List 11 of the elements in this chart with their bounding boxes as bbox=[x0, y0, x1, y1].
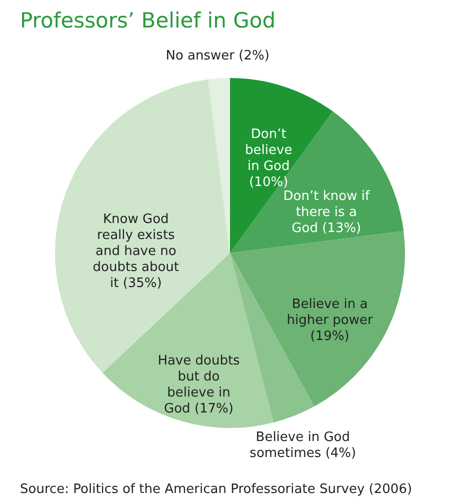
pie-slice bbox=[208, 78, 230, 253]
source-note: Source: Politics of the American Professoriate Survey (2006) bbox=[20, 482, 414, 497]
slice-label: Don’t know if there is a God (13%) bbox=[283, 188, 370, 236]
slice-label: Don’t believe in God (10%) bbox=[245, 127, 292, 190]
slice-label: Believe in God sometimes (4%) bbox=[250, 430, 356, 462]
slice-label: Believe in a higher power (19%) bbox=[286, 296, 374, 344]
slice-label: Know God really exists and have no doubts about it (35%) bbox=[92, 212, 180, 292]
pie-slice bbox=[230, 111, 404, 253]
slice-label: No answer (2%) bbox=[166, 48, 270, 64]
slice-label: Have doubts but do believe in God (17%) bbox=[158, 354, 240, 417]
chart-title: Professors’ Belief in God bbox=[20, 8, 276, 32]
